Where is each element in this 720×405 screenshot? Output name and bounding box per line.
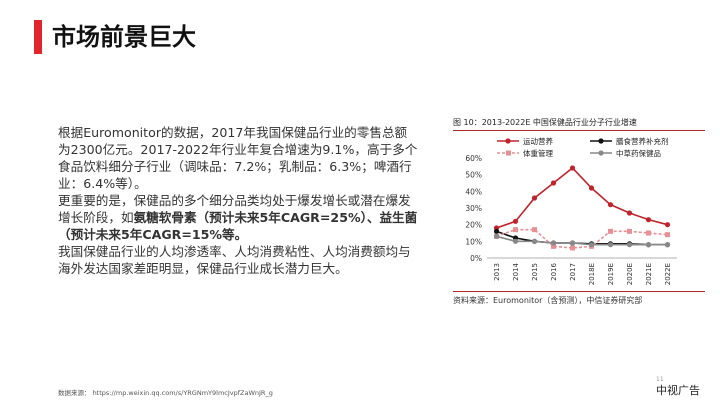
legend-label-1: 膳食营养补充剂: [616, 136, 669, 146]
series-point-0: [531, 195, 538, 201]
series-point-2: [513, 227, 518, 233]
y-tick-label: 30%: [465, 204, 482, 213]
legend-marker-1: [598, 138, 604, 144]
series-point-3: [588, 242, 595, 248]
series-point-0: [512, 218, 519, 224]
series-point-3: [664, 242, 671, 248]
y-tick-label: 20%: [465, 221, 482, 230]
series-point-0: [607, 202, 614, 208]
series-point-2: [646, 230, 651, 236]
chart-bottom-rule: [453, 291, 705, 292]
x-tick-label: 2013: [493, 263, 501, 281]
series-point-2: [570, 245, 575, 251]
series-point-3: [550, 240, 557, 246]
series-line-3: [496, 235, 668, 246]
chart-source: 资料来源：Euromonitor（含预测），中信证券研究部: [453, 296, 643, 305]
series-point-0: [664, 222, 671, 228]
series-point-3: [569, 240, 576, 246]
x-tick-label: 2018E: [588, 263, 596, 285]
series-point-3: [531, 238, 538, 244]
watermark: 中视广告: [656, 384, 700, 397]
series-point-3: [645, 242, 652, 248]
body-text: 根据Euromonitor的数据，2017年我国保健品行业的零售总额为2300亿…: [58, 124, 418, 277]
x-tick-label: 2014: [512, 262, 520, 280]
series-point-0: [588, 185, 595, 191]
series-point-0: [626, 210, 633, 216]
y-tick-label: 60%: [465, 154, 482, 163]
y-tick-label: 0%: [470, 254, 482, 263]
page-number: 11: [656, 376, 664, 383]
series-point-3: [607, 242, 614, 248]
series-point-2: [665, 232, 670, 238]
chart-title: 图 10：2013-2022E 中国保健品行业分子行业增速: [453, 118, 637, 127]
series-line-0: [496, 166, 668, 229]
series-point-0: [550, 180, 557, 186]
footer-source: 数据来源： https://mp.weixin.qq.com/s/YRGNmY9…: [58, 389, 273, 397]
series-line-2: [496, 228, 668, 249]
y-tick-label: 40%: [465, 187, 482, 196]
series-line-1: [496, 230, 668, 246]
legend-label-3: 中草药保健品: [616, 148, 661, 158]
x-tick-label: 2019E: [607, 263, 615, 285]
series-point-2: [627, 228, 632, 234]
x-tick-label: 2022E: [664, 263, 672, 285]
slide-title: 市场前景巨大: [52, 23, 196, 51]
series-point-3: [512, 238, 519, 244]
y-tick-label: 50%: [465, 171, 482, 180]
x-tick-label: 2016: [550, 262, 558, 280]
chart-top-rule: [453, 130, 705, 131]
x-tick-label: 2021E: [645, 263, 653, 285]
paragraph-2-plain: 更重要的是，保健品的多个细分品类均处于爆发增长或潜在爆发增长阶段，如: [58, 193, 411, 225]
series-point-2: [551, 243, 556, 249]
legend-label-0: 运动营养: [523, 136, 553, 146]
x-tick-label: 2015: [531, 263, 539, 281]
y-tick-label: 10%: [465, 237, 482, 246]
series-point-3: [626, 242, 633, 248]
paragraph-2-bold: 氨糖软骨素（预计未来5年CAGR=25%）、益生菌（预计未来5年CAGR=15%…: [58, 210, 418, 242]
series-point-2: [532, 227, 537, 233]
legend-marker-0: [505, 138, 511, 144]
legend-marker-2: [506, 150, 511, 156]
paragraph-1: 根据Euromonitor的数据，2017年我国保健品行业的零售总额为2300亿…: [58, 125, 418, 191]
paragraph-3: 我国保健品行业的人均渗透率、人均消费粘性、人均消费额均与海外发达国家差距明显，保…: [58, 244, 411, 276]
legend-marker-3: [598, 150, 604, 156]
x-tick-label: 2020E: [626, 263, 634, 285]
series-point-3: [493, 233, 500, 239]
series-point-2: [608, 228, 613, 234]
title-accent-bar: [34, 20, 42, 54]
series-point-0: [645, 217, 652, 223]
legend-label-2: 体重管理: [523, 148, 553, 158]
series-point-1: [493, 228, 500, 234]
paragraph-2: 更重要的是，保健品的多个细分品类均处于爆发增长或潜在爆发增长阶段，如氨糖软骨素（…: [58, 192, 418, 243]
x-tick-label: 2017: [569, 263, 577, 281]
series-point-0: [569, 165, 576, 171]
